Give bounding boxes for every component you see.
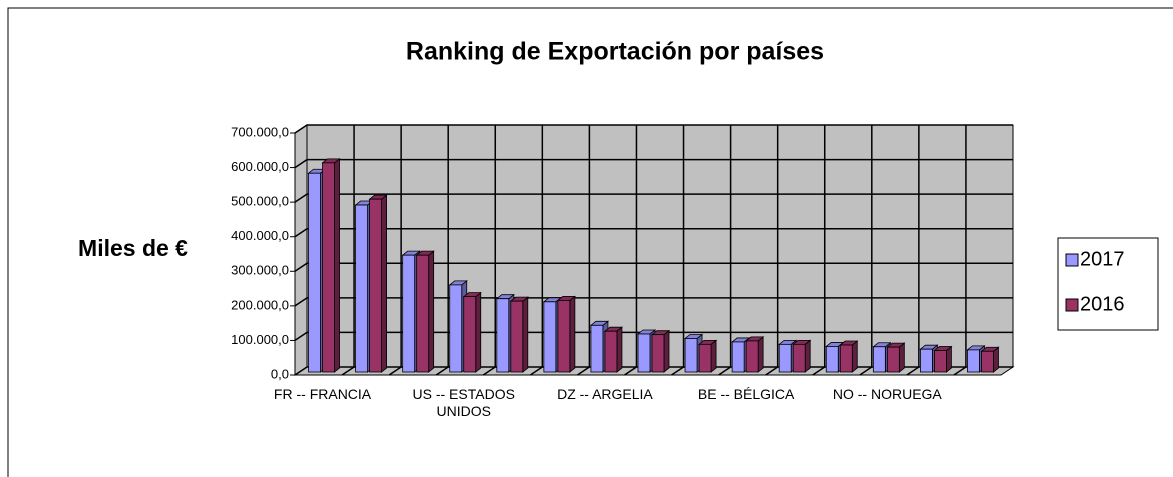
bar (402, 254, 416, 373)
grid-line-vertical (812, 125, 826, 376)
bar (449, 284, 463, 373)
legend: 2017 2016 (1057, 237, 1159, 331)
bar (496, 298, 510, 373)
bar (920, 348, 933, 373)
bar (637, 333, 651, 373)
bar (792, 343, 806, 373)
bar (839, 344, 853, 373)
x-tick-label: NO -- NORUEGA (832, 386, 942, 402)
bar-side (710, 339, 717, 373)
x-tick-label: BE -- BÉLGICA (697, 386, 795, 402)
bar (745, 340, 759, 373)
grid-line-vertical (859, 125, 873, 376)
bar (355, 204, 369, 373)
grid-line-vertical (529, 125, 544, 376)
y-tick-label: 300.000,0 (231, 263, 289, 278)
plot-area: 0,0 100.000,0 200.000,0 300.000,0 400.000,0 5… (231, 124, 1015, 381)
grid-line-vertical (671, 125, 685, 376)
legend-box (1057, 237, 1159, 331)
y-axis-label: Miles de € (78, 235, 188, 261)
bar (322, 162, 335, 373)
grid-line-vertical (435, 125, 449, 376)
bar-side (522, 296, 529, 373)
x-tick-label: US -- ESTADOS UNIDOS (412, 386, 515, 419)
bar-side (804, 339, 811, 373)
bar (308, 172, 321, 373)
legend-label: 2016 (1080, 293, 1125, 315)
grid-line-vertical (388, 125, 402, 376)
grid-line-vertical (482, 125, 497, 376)
grid-line-vertical (906, 125, 920, 376)
bar (510, 300, 524, 373)
bar (698, 343, 712, 373)
bar (967, 349, 980, 373)
bar-side (851, 340, 858, 373)
bar (651, 334, 665, 373)
grid-line-vertical (718, 125, 732, 376)
chart-title: Ranking de Exportación por países (406, 38, 824, 66)
bar (872, 346, 886, 373)
bar (463, 296, 477, 373)
legend-swatch (1065, 253, 1079, 267)
bar (684, 338, 698, 373)
bar-side (428, 250, 435, 373)
bar-side (616, 326, 623, 373)
bar (934, 350, 947, 373)
bar (731, 341, 745, 373)
bar (886, 346, 900, 373)
grid-line-vertical (576, 125, 591, 376)
y-tick-label: 400.000,0 (231, 228, 289, 243)
bar (825, 346, 839, 373)
bar (557, 300, 571, 373)
bar-side (381, 194, 388, 373)
grid-line-vertical (341, 125, 355, 376)
bar-side (663, 329, 670, 373)
bar-side (334, 158, 340, 373)
grid-line-vertical (765, 125, 779, 376)
y-tick-label: 600.000,0 (231, 159, 289, 174)
grid-line-vertical (624, 125, 638, 376)
y-tick-label: 100.000,0 (231, 332, 289, 347)
bar (590, 324, 604, 373)
bar (604, 330, 618, 373)
x-tick-label: FR -- FRANCIA (273, 386, 372, 402)
y-tick-label: 200.000,0 (231, 297, 289, 312)
bar (416, 254, 430, 373)
x-tick-label: DZ -- ARGELIA (557, 386, 653, 402)
side-wall (294, 124, 308, 376)
bar-side (569, 295, 576, 373)
bar (778, 343, 792, 373)
legend-label: 2017 (1080, 248, 1125, 270)
bar (543, 301, 557, 373)
legend-swatch (1065, 298, 1079, 312)
bar-side (475, 291, 482, 373)
bar (981, 350, 994, 373)
y-tick-label: 500.000,0 (231, 194, 289, 209)
bar-side (757, 336, 764, 373)
y-tick-label: 0,0 (271, 366, 289, 381)
grid-line-vertical (953, 125, 967, 376)
y-tick-label: 700.000,0 (231, 124, 289, 139)
bar-side (898, 342, 905, 373)
bar (369, 198, 383, 373)
